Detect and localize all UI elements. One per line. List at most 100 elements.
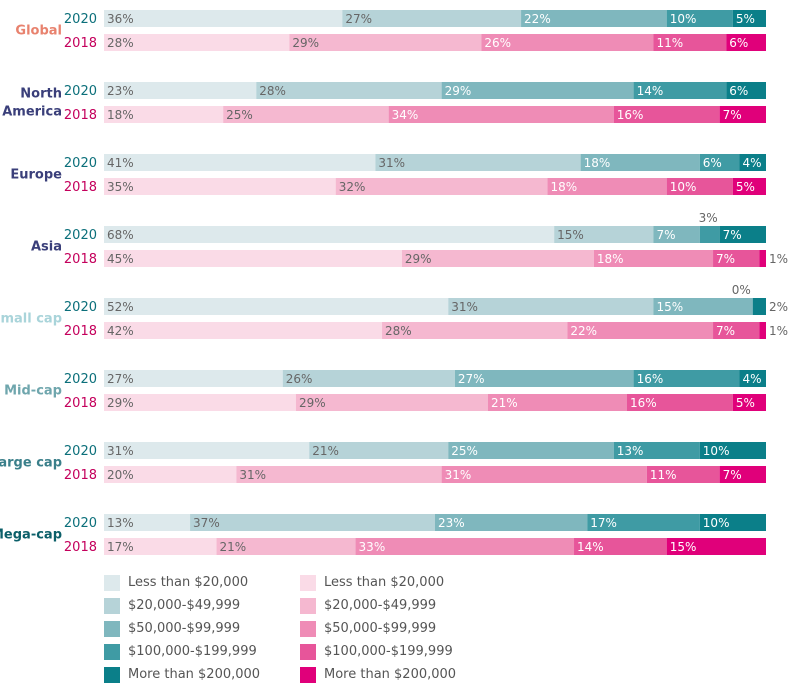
data-label: 13% xyxy=(107,516,134,530)
year-label: 2018 xyxy=(64,36,97,51)
data-label: 36% xyxy=(107,12,134,26)
bar-segment-2020-100k-200k xyxy=(699,226,720,243)
bar-segment-2018-gt200k xyxy=(666,538,766,555)
bar-segment-2020-gt200k xyxy=(732,10,766,27)
bar-segment-2020-20k-50k xyxy=(282,370,455,387)
legend-swatch xyxy=(104,667,120,683)
data-label: 7% xyxy=(723,228,742,242)
bar-segment-2018-gt200k xyxy=(719,466,766,483)
bar-segment-2020-100k-200k xyxy=(666,10,733,27)
bar-segment-2020-lt20k xyxy=(104,226,555,243)
data-label: 7% xyxy=(723,108,742,122)
data-label: 31% xyxy=(451,300,478,314)
legend-swatch xyxy=(104,575,120,591)
bar-segment-2020-gt200k xyxy=(719,226,766,243)
data-label: 17% xyxy=(107,540,134,554)
data-label: 10% xyxy=(703,516,730,530)
data-label: 7% xyxy=(656,228,675,242)
bar-segment-2020-gt200k xyxy=(699,442,766,459)
bar-segment-2018-20k-50k xyxy=(236,466,442,483)
data-label: 11% xyxy=(650,468,677,482)
bar-segment-2018-100k-200k xyxy=(713,322,760,339)
group-label: Large cap xyxy=(0,456,62,471)
year-label: 2018 xyxy=(64,108,97,123)
bar-segment-2018-lt20k xyxy=(104,106,224,123)
data-label: 37% xyxy=(193,516,220,530)
group-label: Asia xyxy=(31,240,62,255)
legend-label: $50,000-$99,999 xyxy=(128,621,241,636)
data-label: 17% xyxy=(590,516,617,530)
data-label: 27% xyxy=(458,372,485,386)
data-label: 18% xyxy=(107,108,134,122)
bar-segment-2018-50k-100k xyxy=(388,106,614,123)
data-label: 7% xyxy=(716,324,735,338)
data-label: 4% xyxy=(743,372,762,386)
data-label: 20% xyxy=(107,468,134,482)
data-label: 23% xyxy=(438,516,465,530)
data-label: 42% xyxy=(107,324,134,338)
bar-segment-2020-lt20k xyxy=(104,298,449,315)
bar-segment-2018-100k-200k xyxy=(574,538,667,555)
bar-segment-2018-gt200k xyxy=(732,178,766,195)
data-label: 35% xyxy=(107,180,134,194)
data-label: 10% xyxy=(670,12,697,26)
bar-segment-2018-50k-100k xyxy=(355,538,575,555)
data-label: 31% xyxy=(239,468,266,482)
bar-segment-2018-50k-100k xyxy=(487,394,627,411)
legend-swatch xyxy=(104,598,120,614)
data-label: 33% xyxy=(359,540,386,554)
bar-segment-2020-gt200k xyxy=(752,298,766,315)
data-label: 16% xyxy=(617,108,644,122)
bar-segment-2018-gt200k xyxy=(759,250,766,267)
legend-label: $50,000-$99,999 xyxy=(324,621,437,636)
bar-segment-2020-50k-100k xyxy=(653,298,753,315)
data-label: 21% xyxy=(491,396,518,410)
bar-segment-2018-gt200k xyxy=(759,322,766,339)
bar-segment-2020-100k-200k xyxy=(699,154,740,171)
bar-segment-2018-50k-100k xyxy=(481,34,654,51)
bar-segment-2018-lt20k xyxy=(104,466,237,483)
data-label: 14% xyxy=(637,84,664,98)
data-label: 16% xyxy=(637,372,664,386)
bar-segment-2018-lt20k xyxy=(104,34,290,51)
data-label: 28% xyxy=(107,36,134,50)
bar-segment-2018-20k-50k xyxy=(223,106,389,123)
bar-segment-2020-20k-50k xyxy=(375,154,581,171)
bar-segment-2020-50k-100k xyxy=(580,154,700,171)
year-label: 2018 xyxy=(64,540,97,555)
legend-label: $20,000-$49,999 xyxy=(324,598,437,613)
legend-label: More than $200,000 xyxy=(324,667,457,682)
data-label: 13% xyxy=(617,444,644,458)
bar-segment-2018-20k-50k xyxy=(401,250,594,267)
bar-segment-2018-50k-100k xyxy=(547,178,667,195)
group-label: America xyxy=(2,105,62,120)
data-label: 15% xyxy=(656,300,683,314)
bar-segment-2018-50k-100k xyxy=(593,250,714,267)
data-label: 10% xyxy=(703,444,730,458)
bar-segment-2018-20k-50k xyxy=(216,538,356,555)
legend-swatch xyxy=(300,621,316,637)
data-label: 32% xyxy=(339,180,366,194)
data-label: 10% xyxy=(670,180,697,194)
bar-segment-2018-gt200k xyxy=(726,34,766,51)
year-label: 2020 xyxy=(64,516,97,531)
data-label: 27% xyxy=(345,12,372,26)
bar-segment-2020-100k-200k xyxy=(633,82,727,99)
data-label: 6% xyxy=(703,156,722,170)
bar-segment-2018-gt200k xyxy=(732,394,766,411)
data-label: 29% xyxy=(405,252,432,266)
data-label: 29% xyxy=(299,396,326,410)
year-label: 2020 xyxy=(64,156,97,171)
bar-segment-2018-100k-200k xyxy=(646,466,720,483)
data-label: 4% xyxy=(743,156,762,170)
data-label: 45% xyxy=(107,252,134,266)
year-label: 2018 xyxy=(64,396,97,411)
year-label: 2018 xyxy=(64,180,97,195)
data-label: 7% xyxy=(723,468,742,482)
year-label: 2020 xyxy=(64,84,97,99)
bar-segment-2020-50k-100k xyxy=(454,370,634,387)
data-label: 28% xyxy=(259,84,286,98)
bar-segment-2020-gt200k xyxy=(726,82,766,99)
data-label: 22% xyxy=(524,12,551,26)
bar-segment-2018-lt20k xyxy=(104,250,402,267)
